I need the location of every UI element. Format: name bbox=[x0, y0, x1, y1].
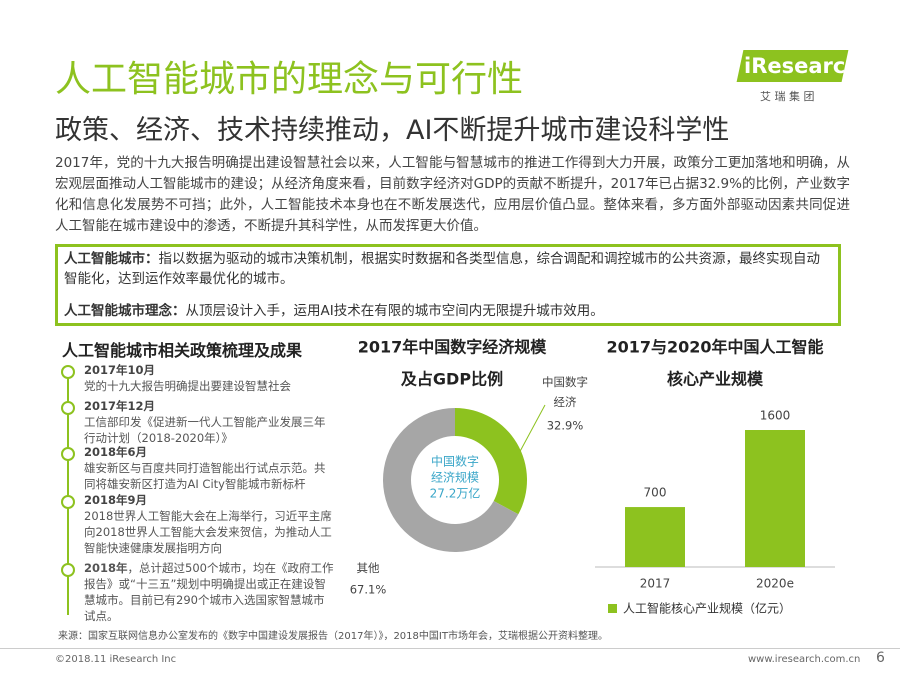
definition-label: 人工智能城市理念： bbox=[64, 303, 186, 319]
pie-center-text: 中国数字 bbox=[431, 454, 479, 469]
timeline-item: 2018年9月 2018世界人工智能大会在上海举行，习近平主席向2018世界人工智… bbox=[84, 492, 334, 556]
timeline-line bbox=[67, 370, 69, 615]
definition: 人工智能城市理念：从顶层设计入手，运用AI技术在有限的城市空间内无限提升城市效用… bbox=[64, 301, 832, 321]
chart-title: 及占GDP比例 bbox=[401, 370, 503, 389]
timeline-date: 2018年9月 bbox=[84, 493, 148, 507]
timeline-text: 雄安新区与百度共同打造智能出行试点示范。共同将雄安新区打造为AI City智能城… bbox=[84, 461, 326, 491]
definition-label: 人工智能城市： bbox=[64, 251, 159, 267]
timeline: 2017年10月党的十九大报告明确提出要建设智慧社会 2017年12月工信部印发《… bbox=[58, 362, 348, 623]
title: 人工智能城市的理念与可行性 bbox=[55, 59, 524, 100]
timeline-text: ，总计超过500个城市，均在《政府工作报告》或“十三五”规划中明确提出或正在建设… bbox=[84, 561, 334, 623]
logo: iResearch bbox=[744, 54, 861, 78]
timeline-dot bbox=[61, 447, 75, 461]
bar bbox=[745, 430, 805, 567]
chart-title: 2017年中国数字经济规模 bbox=[358, 338, 548, 357]
bar-value-label: 1600 bbox=[760, 409, 791, 423]
pie-slice bbox=[383, 408, 519, 552]
leader-line bbox=[509, 404, 546, 471]
timeline-date: 2017年12月 bbox=[84, 399, 156, 413]
logo-sub: 艾 瑞 集 团 bbox=[760, 90, 815, 103]
x-tick-label: 2017 bbox=[640, 577, 671, 591]
pie-value-label: 32.9% bbox=[547, 419, 584, 433]
pie-label-line: 其他 bbox=[357, 561, 380, 575]
pie-label: 其他 bbox=[357, 561, 380, 575]
bar bbox=[625, 507, 685, 567]
pie-label: 中国数字经济 bbox=[542, 375, 588, 409]
timeline-dot bbox=[61, 563, 75, 577]
timeline-date: 2017年10月 bbox=[84, 363, 156, 377]
definition-text: 指以数据为驱动的城市决策机制，根据实时数据和各类型信息，综合调配和调控城市的公共… bbox=[64, 251, 820, 287]
timeline-title: 人工智能城市相关政策梳理及成果 bbox=[62, 341, 303, 360]
site: www.iresearch.com.cn bbox=[748, 654, 861, 665]
definition-text: 从顶层设计入手，运用AI技术在有限的城市空间内无限提升城市效用。 bbox=[185, 303, 604, 319]
timeline-item: 2017年10月党的十九大报告明确提出要建设智慧社会 bbox=[84, 362, 334, 394]
definition: 人工智能城市：指以数据为驱动的城市决策机制，根据实时数据和各类型信息，综合调配和… bbox=[64, 249, 832, 289]
intro: 2017年，党的十九大报告明确提出建设智慧社会以来，人工智能与智慧城市的推进工作… bbox=[55, 155, 850, 234]
bar-value-label: 700 bbox=[644, 486, 667, 500]
pie-label-line: 经济 bbox=[554, 395, 577, 409]
copyright: ©2018.11 iResearch Inc bbox=[55, 654, 177, 665]
timeline-dot bbox=[61, 401, 75, 415]
footer-rule bbox=[0, 648, 900, 649]
timeline-item: 2018年，总计超过500个城市，均在《政府工作报告》或“十三五”规划中明确提出… bbox=[84, 560, 334, 624]
pie-label-line: 中国数字 bbox=[542, 375, 588, 389]
legend-label: 人工智能核心产业规模（亿元） bbox=[623, 601, 791, 616]
timeline-dot bbox=[61, 495, 75, 509]
timeline-item: 2017年12月工信部印发《促进新一代人工智能产业发展三年行动计划（2018-2… bbox=[84, 398, 334, 446]
source: 来源：国家互联网信息办公室发布的《数字中国建设发展报告（2017年）》，2018… bbox=[58, 631, 608, 642]
definition-box: 人工智能城市：指以数据为驱动的城市决策机制，根据实时数据和各类型信息，综合调配和… bbox=[55, 244, 841, 326]
timeline-date: 2018年 bbox=[84, 561, 128, 575]
timeline-item: 2018年6月雄安新区与百度共同打造智能出行试点示范。共同将雄安新区打造为AI … bbox=[84, 444, 334, 492]
pie-value-label: 67.1% bbox=[350, 583, 387, 597]
timeline-text: 工信部印发《促进新一代人工智能产业发展三年行动计划（2018-2020年）》 bbox=[84, 415, 326, 445]
page-number: 6 bbox=[876, 650, 885, 666]
pie-slice bbox=[455, 408, 528, 515]
legend-swatch bbox=[608, 604, 617, 613]
timeline-entry: 2018年，总计超过500个城市，均在《政府工作报告》或“十三五”规划中明确提出… bbox=[84, 560, 334, 624]
timeline-date: 2018年6月 bbox=[84, 445, 148, 459]
x-tick-label: 2020e bbox=[756, 577, 794, 591]
chart-title: 核心产业规模 bbox=[667, 370, 764, 389]
timeline-dot bbox=[61, 365, 75, 379]
pie-center-text: 27.2万亿 bbox=[430, 486, 481, 501]
subtitle: 政策、经济、技术持续推动，AI不断提升城市建设科学性 bbox=[55, 115, 730, 146]
pie-center-text: 经济规模 bbox=[431, 470, 479, 485]
timeline-text: 党的十九大报告明确提出要建设智慧社会 bbox=[84, 379, 291, 393]
timeline-text: 2018世界人工智能大会在上海举行，习近平主席向2018世界人工智能大会发来贺信… bbox=[84, 509, 332, 555]
chart-title: 2017与2020年中国人工智能 bbox=[606, 338, 823, 357]
